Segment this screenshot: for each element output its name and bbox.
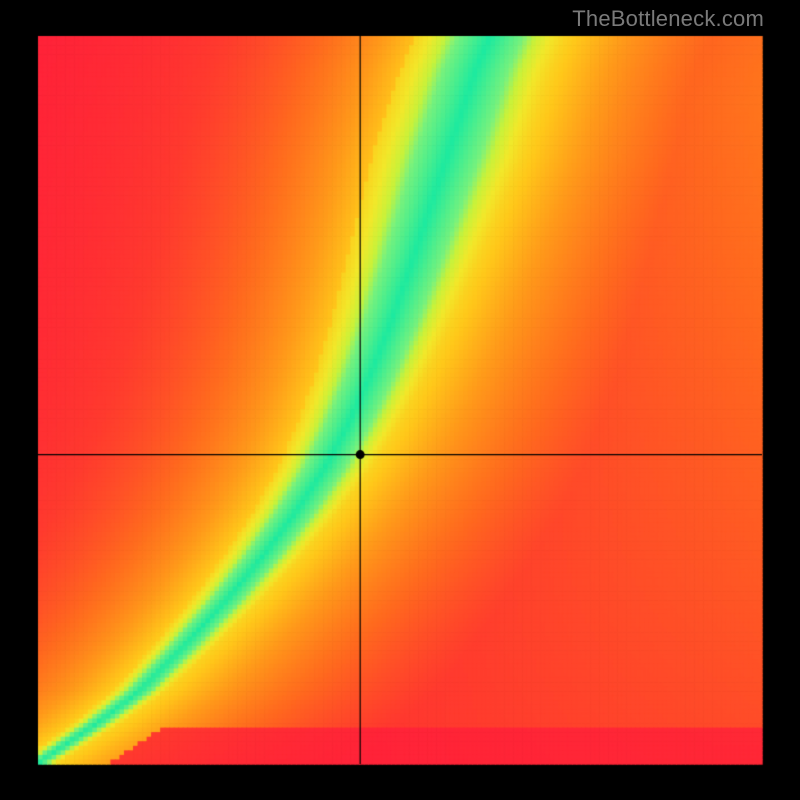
bottleneck-heatmap [0, 0, 800, 800]
chart-container: { "meta": { "watermark_text": "TheBottle… [0, 0, 800, 800]
watermark-label: TheBottleneck.com [572, 6, 764, 32]
